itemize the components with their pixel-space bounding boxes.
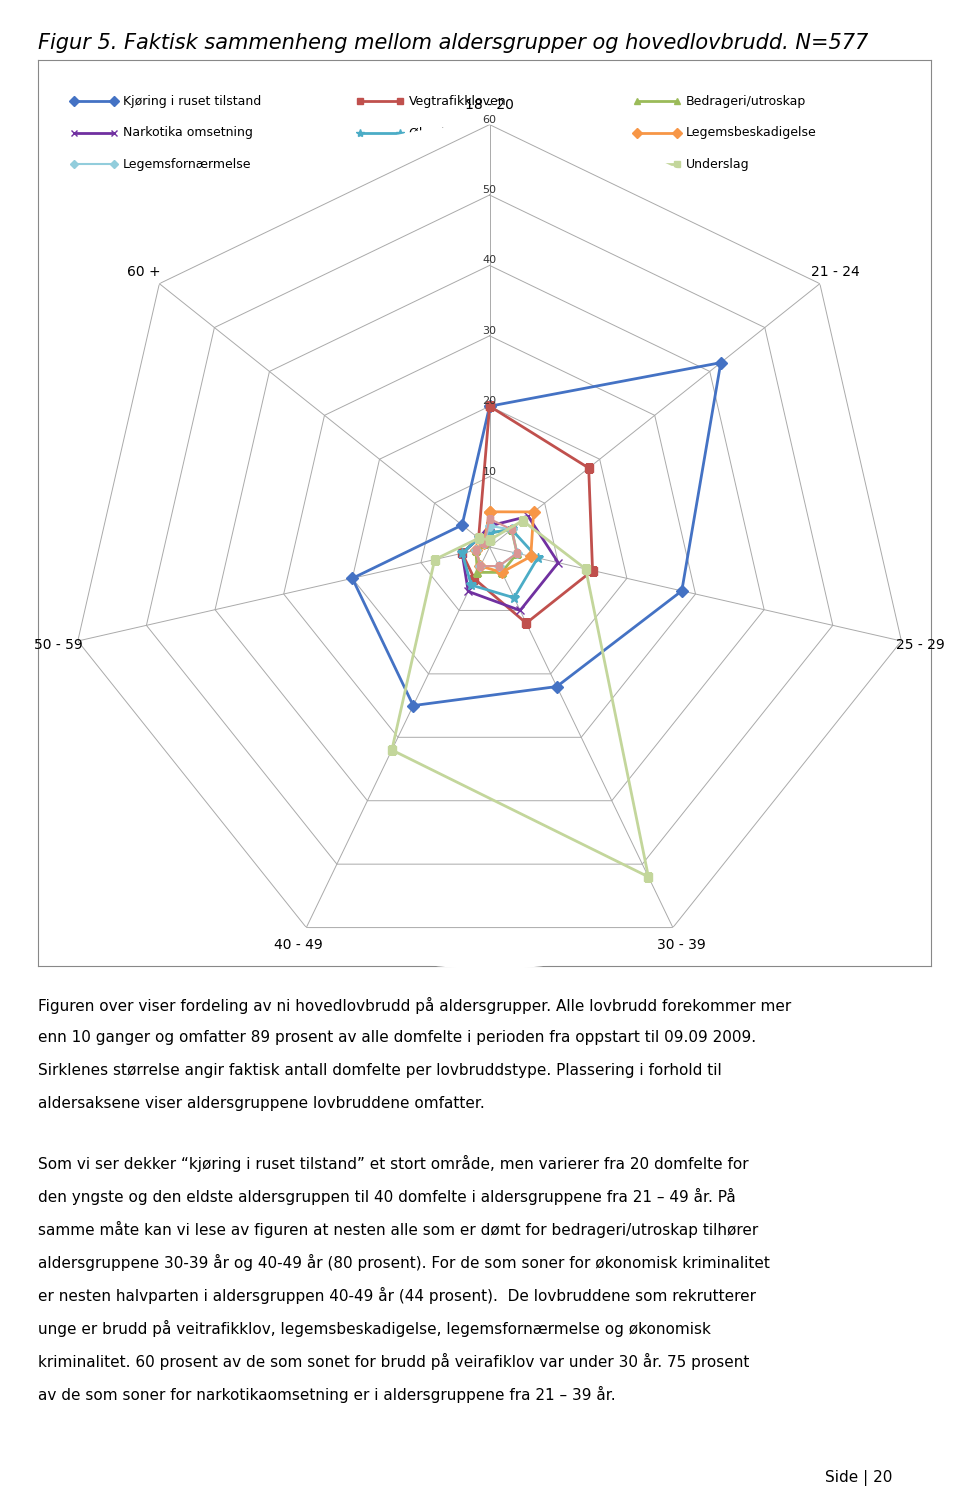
Text: samme måte kan vi lese av figuren at nesten alle som er dømt for bedrageri/utros: samme måte kan vi lese av figuren at nes… [38, 1221, 758, 1239]
Text: 20: 20 [483, 397, 496, 406]
Text: Bedrageri/utroskap: Bedrageri/utroskap [685, 95, 806, 107]
Text: Figuren over viser fordeling av ni hovedlovbrudd på aldersgrupper. Alle lovbrudd: Figuren over viser fordeling av ni hoved… [38, 997, 792, 1014]
Text: Som vi ser dekker “kjøring i ruset tilstand” et stort område, men varierer fra 2: Som vi ser dekker “kjøring i ruset tilst… [38, 1156, 749, 1172]
Text: aldersaksene viser aldersgruppene lovbruddene omfatter.: aldersaksene viser aldersgruppene lovbru… [38, 1096, 485, 1111]
Text: 60: 60 [483, 115, 496, 125]
Text: aldersgruppene 30-39 år og 40-49 år (80 prosent). For de som soner for økonomisk: aldersgruppene 30-39 år og 40-49 år (80 … [38, 1254, 770, 1271]
Text: 30: 30 [483, 326, 496, 337]
Text: Legemsfornærmelse: Legemsfornærmelse [123, 158, 252, 171]
Text: unge er brudd på veitrafikklov, legemsbeskadigelse, legemsfornærmelse og økonomi: unge er brudd på veitrafikklov, legemsbe… [38, 1320, 711, 1337]
Text: Figur 5. Faktisk sammenheng mellom aldersgrupper og hovedlovbrudd. N=577: Figur 5. Faktisk sammenheng mellom alder… [38, 33, 869, 53]
Text: Narkotika omsetning: Narkotika omsetning [123, 127, 253, 139]
Text: 50: 50 [483, 186, 496, 195]
Text: Sirklenes størrelse angir faktisk antall domfelte per lovbruddstype. Plassering : Sirklenes størrelse angir faktisk antall… [38, 1062, 722, 1077]
Text: Øko. kriminalitet: Øko. kriminalitet [409, 127, 513, 139]
Text: Kjøring i ruset tilstand: Kjøring i ruset tilstand [123, 95, 261, 107]
Text: enn 10 ganger og omfatter 89 prosent av alle domfelte i perioden fra oppstart ti: enn 10 ganger og omfatter 89 prosent av … [38, 1029, 756, 1044]
Text: av de som soner for narkotikaomsetning er i aldersgruppene fra 21 – 39 år.: av de som soner for narkotikaomsetning e… [38, 1387, 616, 1403]
Text: den yngste og den eldste aldersgruppen til 40 domfelte i aldersgruppene fra 21 –: den yngste og den eldste aldersgruppen t… [38, 1188, 736, 1206]
Text: Side | 20: Side | 20 [826, 1470, 893, 1486]
Text: Underslag: Underslag [685, 158, 750, 171]
Text: er nesten halvparten i aldersgruppen 40-49 år (44 prosent).  De lovbruddene som : er nesten halvparten i aldersgruppen 40-… [38, 1287, 756, 1304]
Text: Tyverier: Tyverier [409, 158, 459, 171]
Text: 10: 10 [483, 466, 496, 477]
Text: Vegtrafikkloven: Vegtrafikkloven [409, 95, 507, 107]
Text: kriminalitet. 60 prosent av de som sonet for brudd på veirafiklov var under 30 å: kriminalitet. 60 prosent av de som sonet… [38, 1354, 750, 1370]
Text: Legemsbeskadigelse: Legemsbeskadigelse [685, 127, 816, 139]
Text: 40: 40 [483, 255, 496, 266]
